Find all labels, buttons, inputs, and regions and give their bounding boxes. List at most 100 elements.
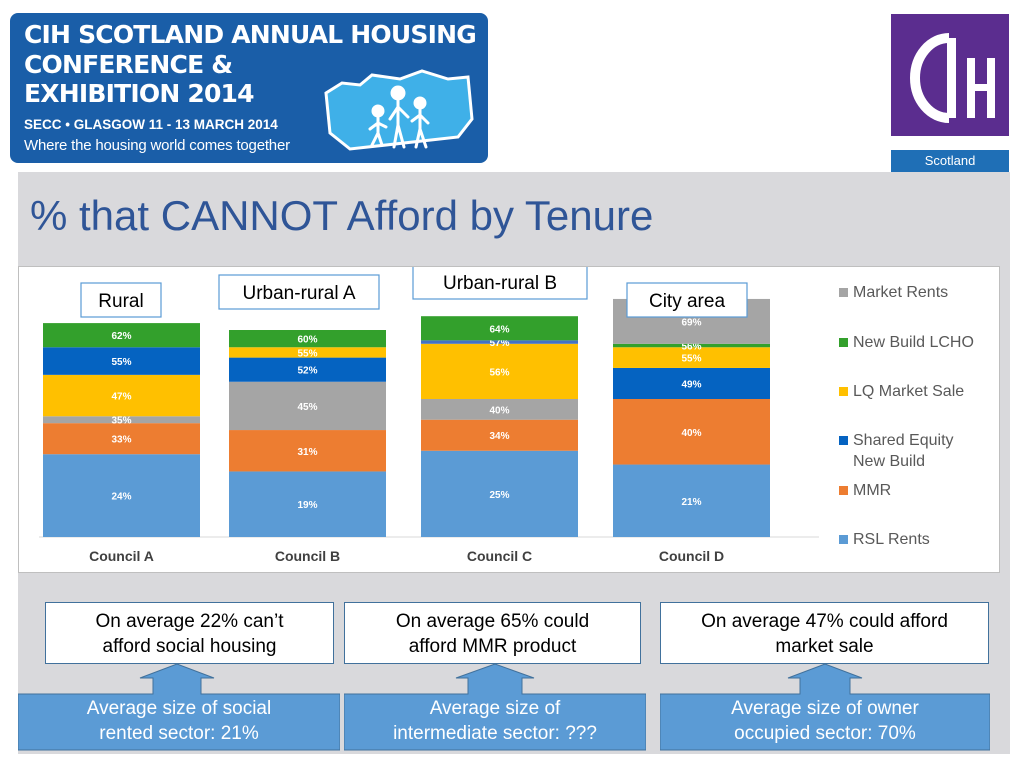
cih-scotland-logo: Scotland bbox=[891, 14, 1009, 172]
callout-line: Average size of bbox=[429, 698, 561, 719]
category-label: Council B bbox=[275, 548, 340, 564]
data-label: 21% bbox=[681, 497, 701, 508]
info-box-mmr: On average 65% could afford MMR product bbox=[344, 602, 641, 664]
legend-label: New Build bbox=[853, 453, 925, 470]
info-box-line: On average 47% could afford bbox=[701, 611, 948, 632]
bar-segment-council-b-lq-market-sale bbox=[229, 347, 386, 358]
data-label: 49% bbox=[681, 379, 701, 390]
bar-segment-council-b-new-build-lcho bbox=[229, 330, 386, 348]
legend-swatch bbox=[839, 486, 848, 495]
bar-segment-council-c-rsl-rents bbox=[421, 450, 578, 537]
bar-segment-council-d-mmr bbox=[613, 399, 770, 465]
bar-segment-council-a-shared-equity-new-build bbox=[43, 347, 200, 375]
bar-segment-council-c-new-build-lcho bbox=[421, 316, 578, 341]
category-label: Council A bbox=[89, 548, 154, 564]
area-label-box bbox=[218, 274, 380, 310]
callout-line: Average size of social bbox=[86, 698, 272, 719]
banner-tagline: Where the housing world comes together bbox=[24, 137, 290, 154]
callout-intermediate: Average size of intermediate sector: ??? bbox=[344, 696, 646, 748]
legend-label: LQ Market Sale bbox=[853, 383, 964, 400]
legend-label: Shared Equity bbox=[853, 432, 954, 449]
slide-title: % that CANNOT Afford by Tenure bbox=[30, 192, 654, 239]
bar-segment-council-b-market-rents bbox=[229, 381, 386, 431]
callout-owner: Average size of owner occupied sector: 7… bbox=[660, 696, 990, 748]
callout-arrow-social bbox=[18, 664, 340, 751]
legend-label: New Build LCHO bbox=[853, 334, 974, 351]
callout-line: occupied sector: 70% bbox=[734, 723, 916, 744]
bar-segment-council-a-mmr bbox=[43, 423, 200, 455]
banner-title-line-3: EXHIBITION 2014 bbox=[24, 79, 255, 108]
banner-title-line-1: CIH SCOTLAND ANNUAL HOUSING bbox=[24, 20, 477, 49]
stacked-bar-chart: 24% 33% 35% 47% 55% 62% Council A Rural 19% 31% 45… bbox=[39, 267, 974, 564]
legend-label: Market Rents bbox=[853, 284, 948, 301]
data-label: 64% bbox=[489, 324, 509, 335]
conference-banner: CIH SCOTLAND ANNUAL HOUSING CONFERENCE &… bbox=[10, 13, 488, 163]
data-label: 34% bbox=[489, 431, 509, 442]
data-label: 24% bbox=[111, 492, 131, 503]
bar-segment-council-c-lq-market-sale bbox=[421, 343, 578, 399]
area-label-box bbox=[80, 282, 162, 318]
data-label: 55% bbox=[111, 357, 131, 368]
bar-segment-council-d-lq-market-sale bbox=[613, 347, 770, 368]
legend-swatch bbox=[839, 387, 848, 396]
area-label: Urban-rural B bbox=[443, 273, 557, 294]
bar-segment-council-c-market-rents bbox=[421, 399, 578, 420]
info-box-line: afford MMR product bbox=[408, 636, 577, 657]
banner-venue: SECC • GLASGOW 11 - 13 MARCH 2014 bbox=[24, 117, 278, 132]
category-label: Council C bbox=[467, 548, 532, 564]
family-house-icon bbox=[324, 69, 474, 151]
data-label: 19% bbox=[297, 500, 317, 511]
area-label-box bbox=[626, 282, 748, 318]
bar-segment-council-a-rsl-rents bbox=[43, 454, 200, 537]
callout-arrow-intermediate bbox=[344, 664, 646, 751]
bar-segment-council-c-mmr bbox=[421, 419, 578, 451]
legend-label: RSL Rents bbox=[853, 531, 930, 548]
info-box-market-sale: On average 47% could afford market sale bbox=[660, 602, 989, 664]
data-label: 69% bbox=[681, 317, 701, 328]
bar-segment-council-b-shared-equity-new-build bbox=[229, 357, 386, 382]
data-label: 25% bbox=[489, 490, 509, 501]
legend-swatch bbox=[839, 338, 848, 347]
legend-label: MMR bbox=[853, 482, 891, 499]
bar-segment-council-d-rsl-rents bbox=[613, 464, 770, 537]
data-label: 56% bbox=[681, 342, 701, 353]
area-label: Rural bbox=[98, 291, 143, 312]
area-label: Urban-rural A bbox=[243, 283, 356, 304]
callout-social: Average size of social rented sector: 21… bbox=[18, 696, 340, 748]
bar-segment-council-b-rsl-rents bbox=[229, 471, 386, 537]
data-label: 35% bbox=[111, 416, 131, 427]
info-box-line: On average 65% could bbox=[395, 611, 590, 632]
bar-segment-council-a-market-rents bbox=[43, 416, 200, 424]
data-label: 55% bbox=[297, 348, 317, 359]
bar-segment-council-a-lq-market-sale bbox=[43, 374, 200, 417]
category-label: Council D bbox=[659, 548, 724, 564]
data-label: 40% bbox=[489, 405, 509, 416]
data-label: 57% bbox=[489, 338, 509, 349]
bar-segment-council-d-new-build-lcho bbox=[613, 343, 770, 348]
bar-segment-council-b-mmr bbox=[229, 430, 386, 472]
cih-logo-mark bbox=[891, 14, 1009, 136]
chart-panel: 24% 33% 35% 47% 55% 62% Council A Rural 19% 31% 45… bbox=[18, 266, 1000, 573]
info-box-line: market sale bbox=[775, 636, 874, 657]
data-label: 60% bbox=[297, 335, 317, 346]
callout-arrow-owner bbox=[660, 664, 990, 751]
bar-segment-council-a-new-build-lcho bbox=[43, 323, 200, 348]
data-label: 31% bbox=[297, 447, 317, 458]
callout-line: rented sector: 21% bbox=[99, 723, 259, 744]
legend-swatch bbox=[839, 288, 848, 297]
cih-letters-icon bbox=[910, 33, 995, 123]
info-box-line: On average 22% can’t bbox=[95, 611, 284, 632]
info-box-line: afford social housing bbox=[102, 636, 277, 657]
data-label: 33% bbox=[111, 435, 131, 446]
data-label: 40% bbox=[681, 428, 701, 439]
bar-segment-council-d-shared-equity-new-build bbox=[613, 367, 770, 399]
logo-caption: Scotland bbox=[891, 150, 1009, 172]
callout-line: intermediate sector: ??? bbox=[393, 723, 597, 744]
data-label: 56% bbox=[489, 367, 509, 378]
legend-swatch bbox=[839, 436, 848, 445]
info-box-social: On average 22% can’t afford social housi… bbox=[45, 602, 334, 664]
banner-title-line-2: CONFERENCE & bbox=[24, 50, 233, 79]
callout-line: Average size of owner bbox=[731, 698, 919, 719]
data-label: 62% bbox=[111, 331, 131, 342]
area-label-box bbox=[412, 267, 588, 300]
